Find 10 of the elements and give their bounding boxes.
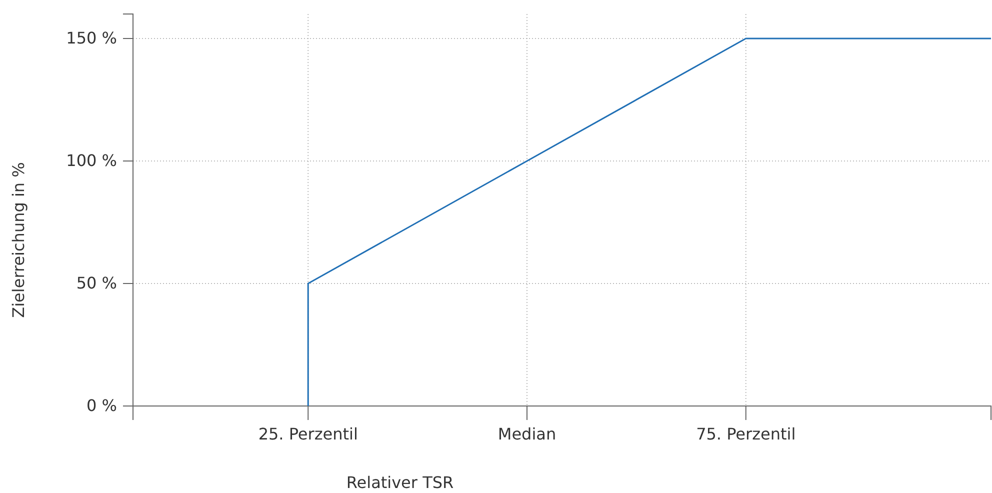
y-tick-label: 0 % — [86, 396, 117, 416]
x-axis-title: Relativer TSR — [346, 473, 454, 492]
x-tick-label: 25. Perzentil — [258, 424, 358, 444]
line-series — [307, 38, 992, 407]
x-tick-label: Median — [498, 424, 556, 444]
y-tick-label: 100 % — [66, 151, 117, 170]
y-tick-label: 50 % — [76, 274, 117, 293]
y-tick-label: 150 % — [66, 28, 117, 48]
x-tick-label: 75. Perzentil — [696, 424, 796, 444]
y-axis-title: Zielerreichung in % — [9, 162, 28, 318]
